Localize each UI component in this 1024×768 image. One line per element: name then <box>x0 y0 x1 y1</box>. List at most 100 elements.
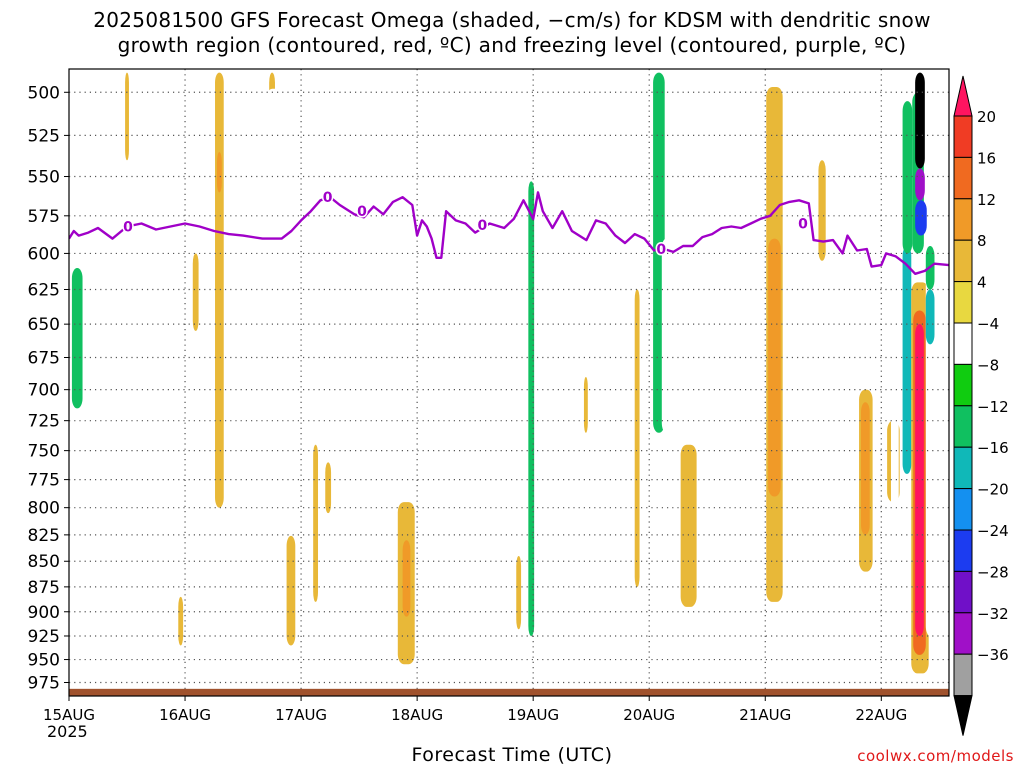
colorbar-bin <box>953 322 973 365</box>
x-axis-title: Forecast Time (UTC) <box>411 744 613 766</box>
omega-region-green-n <box>542 215 548 439</box>
omega-region-orange-c <box>768 238 781 497</box>
credit-link[interactable]: coolwx.com/models <box>857 747 1014 765</box>
colorbar-bin <box>953 488 973 531</box>
y-tick-label: 950 <box>28 651 60 671</box>
omega-region-green-q <box>670 561 681 572</box>
colorbar-tick-label: 4 <box>977 274 987 292</box>
omega-region-yellow-a <box>125 72 129 161</box>
colorbar-bin <box>953 115 973 158</box>
x-tick-label: 15AUG <box>43 706 95 724</box>
y-tick-label: 575 <box>28 207 60 227</box>
omega-region-black-a <box>915 72 925 169</box>
omega-region-yellow-l <box>634 289 640 587</box>
freezing-level-line <box>69 191 949 275</box>
colorbar-tick-label: −4 <box>977 315 999 333</box>
freezing-level-label: 0 <box>798 216 808 232</box>
colorbar-tick-label: −36 <box>977 646 1009 664</box>
omega-region-orange-b <box>402 540 411 617</box>
colorbar-tick-label: −12 <box>977 398 1009 416</box>
omega-region-magenta-a <box>915 324 924 636</box>
colorbar-bin <box>953 612 973 655</box>
omega-region-green-k <box>463 337 468 390</box>
y-tick-label: 700 <box>28 381 60 401</box>
colorbar-tick-label: −16 <box>977 439 1009 457</box>
colorbar-tick-label: −28 <box>977 563 1009 581</box>
omega-region-green-j <box>424 253 447 630</box>
x-tick-label: 17AUG <box>275 706 327 724</box>
chart-title-line-1: 2025081500 GFS Forecast Omega (shaded, −… <box>93 8 931 32</box>
y-tick-label: 600 <box>28 244 60 264</box>
omega-region-green-d <box>257 72 269 646</box>
gridlines <box>69 69 949 696</box>
freezing-level-contour: 0 0 0 0 0 0 <box>69 189 949 275</box>
colorbar-tick-label: −32 <box>977 605 1009 623</box>
colorbar-extend-top <box>953 75 973 117</box>
colorbar-bin <box>953 281 973 324</box>
omega-region-orange-d <box>861 402 870 535</box>
colorbar-tick-label: 20 <box>977 108 996 126</box>
omega-region-orange-a <box>216 152 222 193</box>
colorbar-bin <box>953 446 973 490</box>
omega-region-green-h <box>371 444 386 641</box>
omega-region-yellow-m <box>680 444 697 607</box>
colorbar-extend-bottom <box>953 695 973 736</box>
y-tick-label: 750 <box>28 442 60 462</box>
colorbar-tick-label: −20 <box>977 481 1009 499</box>
omega-region-green-r <box>860 654 871 660</box>
omega-region-green-g <box>339 88 351 617</box>
omega-region-teal-d <box>902 101 913 254</box>
omega-region-green-p <box>661 238 671 433</box>
colorbar-bin <box>953 529 973 572</box>
omega-region-yellow-g <box>313 444 319 602</box>
omega-region-yellow-b <box>178 596 184 646</box>
y-tick-label: 625 <box>28 280 60 300</box>
omega-shading-layer <box>70 72 935 674</box>
freezing-level-label: 0 <box>656 242 666 258</box>
colorbar-bin <box>953 653 973 697</box>
freezing-level-label: 0 <box>123 219 133 235</box>
y-tick-label: 925 <box>28 627 60 647</box>
x-tick-label: 16AUG <box>159 706 211 724</box>
y-tick-label: 550 <box>28 168 60 188</box>
y-tick-label: 800 <box>28 499 60 519</box>
omega-region-yellow-j <box>516 556 522 630</box>
y-tick-label: 775 <box>28 471 60 491</box>
omega-region-yellow-o <box>818 160 826 261</box>
colorbar-tick-label: −24 <box>977 522 1009 540</box>
omega-region-yellow-k <box>583 376 588 433</box>
omega-region-green-f <box>271 253 283 622</box>
omega-region-green-u <box>925 253 935 636</box>
colorbar-bin <box>953 363 973 407</box>
y-tick-label: 975 <box>28 674 60 694</box>
omega-region-green-c <box>206 253 215 636</box>
freezing-level-label: 0 <box>357 204 367 220</box>
x-tick-label: 22AUG <box>855 706 907 724</box>
omega-region-yellow-c <box>192 253 199 331</box>
omega-region-green-l <box>499 534 505 551</box>
omega-region-green-b <box>124 324 130 567</box>
colorbar-bin <box>953 198 973 241</box>
omega-region-yellow-f <box>286 535 296 646</box>
terrain-band <box>69 688 949 696</box>
freezing-level-label: 0 <box>478 218 488 234</box>
x-tick-label: 19AUG <box>507 706 559 724</box>
x-axis-year-label: 2025 <box>47 722 88 741</box>
y-tick-label: 525 <box>28 126 60 146</box>
colorbar-tick-label: 8 <box>977 232 987 250</box>
colorbar-bin <box>953 405 973 448</box>
y-tick-label: 725 <box>28 412 60 432</box>
y-tick-label: 875 <box>28 578 60 598</box>
plot-frame <box>68 68 950 697</box>
colorbar-bin <box>953 156 973 200</box>
omega-region-purple-a <box>915 200 927 236</box>
y-tick-label: 500 <box>28 83 60 103</box>
omega-region-teal-a <box>71 268 83 409</box>
x-tick-label: 18AUG <box>391 706 443 724</box>
y-tick-label: 650 <box>28 315 60 335</box>
y-axis: 500 525 550 575 600 625 650 675 700 725 750 775 800 8… <box>28 83 69 694</box>
colorbar-tick-label: 12 <box>977 191 996 209</box>
omega-region-green-o <box>639 176 646 283</box>
colorbar-tick-label: 16 <box>977 149 996 167</box>
